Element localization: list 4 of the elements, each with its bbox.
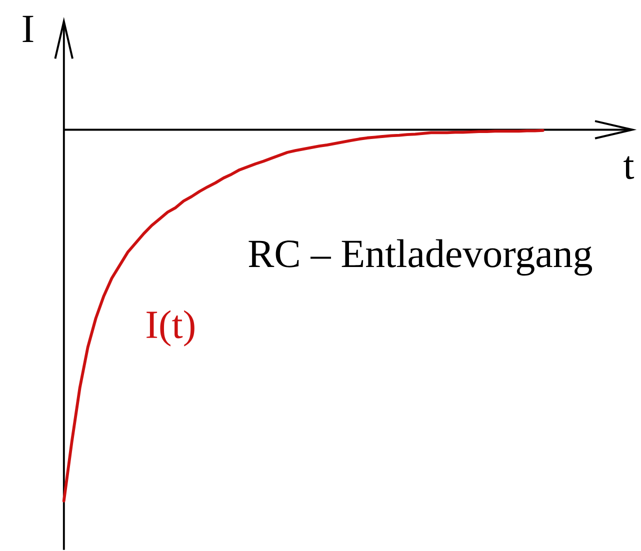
x-axis-title: t bbox=[624, 156, 634, 180]
y-axis-title: I bbox=[22, 16, 34, 42]
series-label: I(t) bbox=[146, 310, 194, 346]
annotation: RC – Entladevorgang bbox=[248, 239, 592, 276]
